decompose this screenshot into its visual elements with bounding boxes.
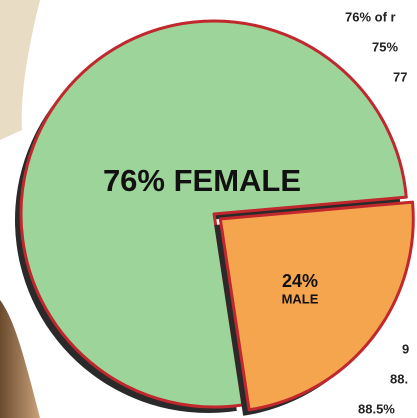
- photo-edge: [0, 0, 40, 140]
- value-label: 76%: [103, 163, 165, 198]
- category-label: FEMALE: [174, 163, 301, 198]
- side-note: 76% of r: [345, 9, 396, 24]
- side-note: 77: [393, 69, 407, 84]
- side-note: 9: [402, 341, 409, 356]
- category-label: MALE: [282, 291, 319, 306]
- photo-edge: [0, 300, 40, 418]
- side-note: 75%: [372, 39, 398, 54]
- value-label: 24%: [282, 271, 318, 291]
- slice-label: 76% FEMALE: [103, 163, 301, 198]
- side-note: 88.5%: [358, 401, 395, 416]
- pie: [15, 21, 413, 416]
- side-note: 88.: [390, 371, 408, 386]
- chart: 76% FEMALE 24%MALE 76% of r 75% 77 9 88. 88.5%: [0, 0, 417, 418]
